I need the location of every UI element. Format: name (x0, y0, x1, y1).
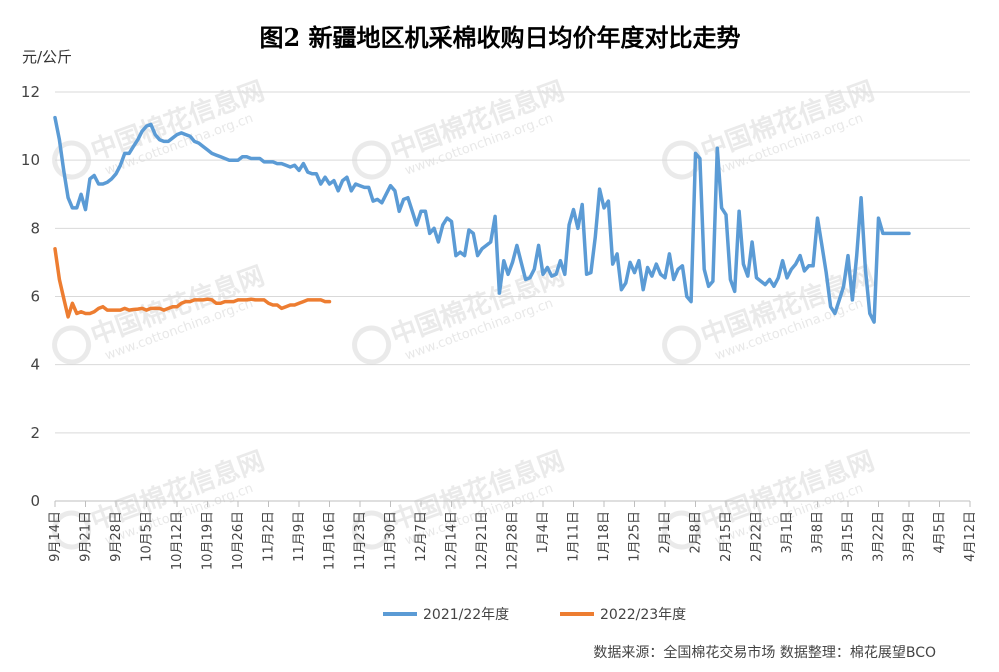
x-tick-label: 3月29日 (902, 511, 917, 562)
x-tick-label: 2月8日 (689, 511, 704, 554)
x-tick-label: 1月18日 (597, 511, 612, 562)
x-tick-label: 10月5日 (140, 511, 155, 562)
x-tick-label: 9月14日 (48, 511, 63, 562)
y-tick-label: 2 (30, 424, 40, 442)
watermark-logo-icon (662, 510, 702, 550)
y-tick-label: 6 (30, 288, 40, 306)
x-tick-label: 10月12日 (170, 511, 185, 570)
x-tick-label: 1月4日 (536, 511, 551, 554)
x-tick-label: 10月19日 (201, 511, 216, 570)
x-tick-label: 9月21日 (79, 511, 94, 562)
legend-label: 2021/22年度 (423, 607, 509, 623)
series-line (53, 115, 911, 324)
x-tick-label: 4月5日 (933, 511, 948, 554)
watermark-logo-icon (352, 510, 392, 550)
legend: 2021/22年度 2022/23年度 (383, 607, 686, 623)
x-tick-label: 9月28日 (109, 511, 124, 562)
y-axis-unit: 元/公斤 (22, 48, 72, 66)
y-tick-label: 8 (30, 219, 40, 237)
x-tick-label: 1月11日 (567, 511, 582, 562)
page-title: 图2 新疆地区机采棉收购日均价年度对比走势 (259, 23, 740, 52)
x-tick-label: 1月25日 (628, 511, 643, 562)
x-tick-label: 11月30日 (384, 511, 399, 570)
x-tick-label: 10月26日 (231, 511, 246, 570)
x-tick-label: 11月23日 (353, 511, 368, 570)
grid-lines (55, 91, 970, 502)
x-tick-label: 12月28日 (506, 511, 521, 570)
legend-label: 2022/23年度 (600, 607, 686, 623)
x-axis: 9月14日 9月21日 9月28日 10月5日 10月12日 10月19日 10月26日 11… (48, 501, 978, 570)
series-layer (53, 115, 911, 324)
y-tick-label: 10 (21, 151, 40, 169)
watermark-logo-icon (352, 140, 392, 180)
y-tick-label: 12 (21, 83, 40, 101)
x-tick-label: 2月22日 (750, 511, 765, 562)
y-tick-labels: 0 2 4 6 8 10 12 (21, 83, 40, 510)
watermark-logo-icon (52, 510, 92, 550)
x-tick-label: 2月15日 (719, 511, 734, 562)
x-tick-label: 3月22日 (872, 511, 887, 562)
y-tick-label: 0 (30, 492, 40, 510)
series-line (53, 247, 332, 319)
x-tick-label: 2月1日 (658, 511, 673, 554)
watermark-logo-icon (662, 325, 702, 365)
x-tick-label: 12月7日 (414, 511, 429, 562)
x-tick-label: 11月16日 (323, 511, 338, 570)
watermark-logo-icon (52, 325, 92, 365)
source-note: 数据来源：全国棉花交易市场 数据整理：棉花展望BCO (593, 644, 936, 661)
x-tick-label: 11月2日 (262, 511, 277, 562)
x-tick-label: 4月12日 (963, 511, 978, 562)
x-tick-label: 11月9日 (292, 511, 307, 562)
watermark-logo-icon (352, 325, 392, 365)
x-tick-label: 3月15日 (841, 511, 856, 562)
x-tick-label: 3月1日 (780, 511, 795, 554)
x-tick-label: 12月14日 (445, 511, 460, 570)
watermark-logo-icon (52, 140, 92, 180)
x-tick-label: 12月21日 (475, 511, 490, 570)
x-tick-label: 3月8日 (811, 511, 826, 554)
y-tick-label: 4 (30, 356, 40, 374)
